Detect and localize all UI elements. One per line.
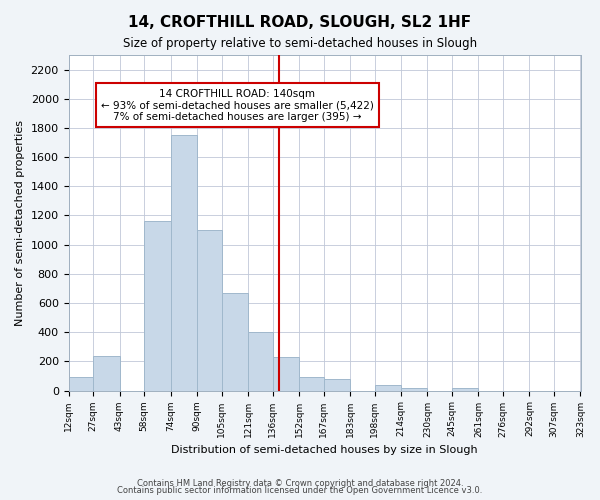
Text: 14 CROFTHILL ROAD: 140sqm
← 93% of semi-detached houses are smaller (5,422)
7% o: 14 CROFTHILL ROAD: 140sqm ← 93% of semi-… <box>101 88 374 122</box>
Bar <box>375 386 401 390</box>
Bar <box>299 378 323 390</box>
Text: 14, CROFTHILL ROAD, SLOUGH, SL2 1HF: 14, CROFTHILL ROAD, SLOUGH, SL2 1HF <box>128 15 472 30</box>
Text: Contains public sector information licensed under the Open Government Licence v3: Contains public sector information licen… <box>118 486 482 495</box>
Y-axis label: Number of semi-detached properties: Number of semi-detached properties <box>15 120 25 326</box>
Bar <box>452 388 478 390</box>
Bar <box>197 230 221 390</box>
Bar <box>272 357 299 390</box>
Bar <box>248 332 272 390</box>
Text: Contains HM Land Registry data © Crown copyright and database right 2024.: Contains HM Land Registry data © Crown c… <box>137 478 463 488</box>
Bar <box>93 356 119 390</box>
Bar <box>323 379 350 390</box>
Bar <box>144 222 170 390</box>
X-axis label: Distribution of semi-detached houses by size in Slough: Distribution of semi-detached houses by … <box>171 445 478 455</box>
Bar <box>68 378 93 390</box>
Bar <box>221 293 248 390</box>
Text: Size of property relative to semi-detached houses in Slough: Size of property relative to semi-detach… <box>123 38 477 51</box>
Bar <box>401 388 427 390</box>
Bar <box>170 135 197 390</box>
